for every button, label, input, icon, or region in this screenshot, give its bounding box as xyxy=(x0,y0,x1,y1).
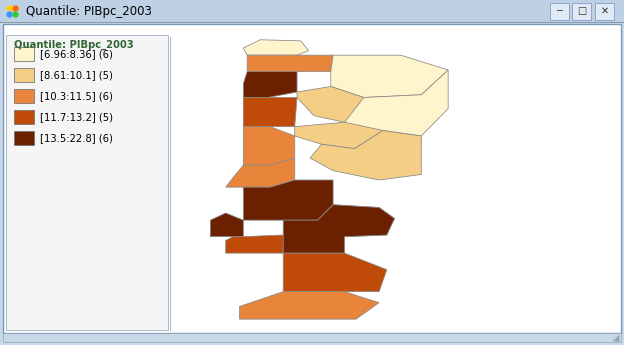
Text: □: □ xyxy=(577,6,586,16)
Polygon shape xyxy=(344,70,448,136)
Bar xyxy=(14,110,34,124)
Bar xyxy=(6,35,168,330)
Polygon shape xyxy=(297,87,375,122)
Polygon shape xyxy=(243,127,295,165)
Text: [10.3:11.5] (6): [10.3:11.5] (6) xyxy=(40,91,113,101)
Bar xyxy=(550,3,569,20)
Polygon shape xyxy=(243,180,333,220)
Polygon shape xyxy=(295,116,383,149)
Polygon shape xyxy=(240,292,379,319)
Polygon shape xyxy=(243,98,297,127)
Polygon shape xyxy=(226,235,283,253)
Bar xyxy=(3,24,621,333)
Bar xyxy=(14,131,34,145)
Bar xyxy=(3,333,621,342)
Text: [13.5:22.8] (6): [13.5:22.8] (6) xyxy=(40,133,113,143)
Polygon shape xyxy=(247,55,333,72)
Polygon shape xyxy=(283,253,387,292)
Bar xyxy=(14,47,34,61)
Polygon shape xyxy=(310,130,421,180)
Polygon shape xyxy=(210,213,243,237)
Text: ✕: ✕ xyxy=(600,6,608,16)
Text: [6.96:8.36] (6): [6.96:8.36] (6) xyxy=(40,49,113,59)
Polygon shape xyxy=(243,72,297,98)
Bar xyxy=(572,3,591,20)
Text: Quantile: PIBpc_2003: Quantile: PIBpc_2003 xyxy=(14,40,134,50)
Polygon shape xyxy=(318,205,394,237)
Bar xyxy=(14,68,34,82)
Bar xyxy=(0,0,624,22)
Polygon shape xyxy=(283,205,394,253)
Bar xyxy=(14,89,34,103)
Bar xyxy=(595,3,614,20)
Polygon shape xyxy=(226,158,295,187)
Text: ─: ─ xyxy=(557,6,562,16)
Polygon shape xyxy=(331,55,448,98)
Polygon shape xyxy=(243,40,308,55)
Text: [8.61:10.1] (5): [8.61:10.1] (5) xyxy=(40,70,113,80)
Text: Quantile: PIBpc_2003: Quantile: PIBpc_2003 xyxy=(26,4,152,18)
Text: [11.7:13.2] (5): [11.7:13.2] (5) xyxy=(40,112,113,122)
